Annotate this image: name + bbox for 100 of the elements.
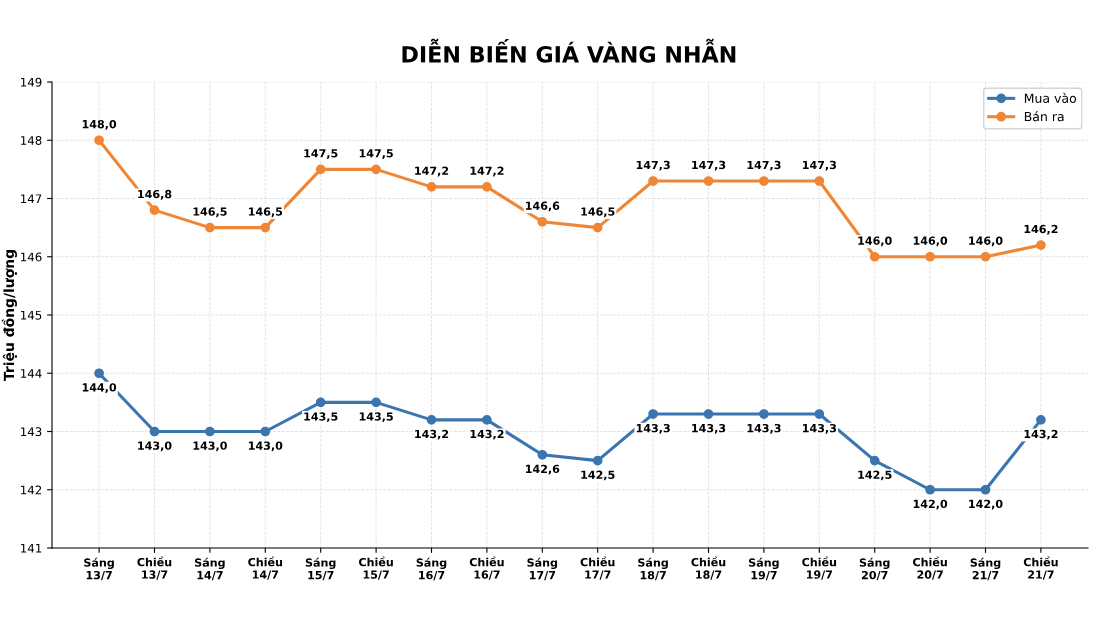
x-tick-label: Sáng 13/7 <box>84 557 114 581</box>
data-label: 143,5 <box>359 412 393 423</box>
point <box>648 409 658 419</box>
y-tick-label: 149 <box>21 77 42 87</box>
data-label: 146,5 <box>581 207 615 218</box>
data-label: 146,0 <box>858 236 892 247</box>
point <box>703 176 714 186</box>
point <box>814 409 825 419</box>
data-label: 146,0 <box>969 236 1003 247</box>
y-tick-label: 143 <box>21 427 42 437</box>
data-label: 143,3 <box>747 423 781 434</box>
y-tick-label: 142 <box>21 485 42 495</box>
x-tick-label: Chiều 17/7 <box>580 556 615 580</box>
x-tick-label: Chiều 21/7 <box>1023 556 1058 580</box>
legend-label: Mua vào <box>1024 92 1077 103</box>
point <box>426 181 437 192</box>
x-tick-label: Chiều 16/7 <box>469 556 504 580</box>
data-label: 142,0 <box>969 499 1003 510</box>
data-label: 147,3 <box>692 160 726 171</box>
point <box>759 409 769 419</box>
x-tick-label: Sáng 21/7 <box>970 557 1001 581</box>
point <box>980 484 991 495</box>
x-tick-label: Sáng 19/7 <box>749 557 779 581</box>
data-label: 143,0 <box>138 441 172 452</box>
point <box>94 135 104 146</box>
x-tick-label: Sáng 16/7 <box>416 557 447 581</box>
data-label: 147,5 <box>359 149 393 159</box>
x-tick-label: Sáng 20/7 <box>859 557 890 581</box>
data-label: 147,2 <box>470 166 504 177</box>
point <box>759 176 769 186</box>
point <box>1036 240 1046 250</box>
point <box>205 426 215 437</box>
chart-title: DIỄN BIẾN GIÁ VÀNG NHẪN <box>402 38 736 63</box>
data-label: 143,5 <box>304 412 338 423</box>
data-label: 143,2 <box>415 429 449 440</box>
y-tick-label: 146 <box>21 252 42 262</box>
x-tick-label: Chiều 14/7 <box>248 556 283 580</box>
x-tick-label: Chiều 19/7 <box>802 556 837 580</box>
point <box>205 222 215 233</box>
point <box>149 426 160 437</box>
y-tick-label: 148 <box>21 135 42 145</box>
point <box>869 455 880 466</box>
x-tick-label: Chiều 20/7 <box>913 556 947 580</box>
data-label: 143,0 <box>193 441 227 452</box>
data-label: 148,0 <box>82 119 117 130</box>
data-label: 142,0 <box>913 499 948 510</box>
y-tick-label: 144 <box>21 369 42 378</box>
point <box>482 181 492 192</box>
data-label: 143,3 <box>802 423 836 434</box>
data-label: 147,3 <box>636 160 670 171</box>
point <box>592 455 603 466</box>
data-label: 147,5 <box>304 149 338 159</box>
data-label: 143,2 <box>470 429 504 440</box>
data-label: 146,5 <box>193 207 227 218</box>
data-label: 146,0 <box>913 236 948 247</box>
data-label: 147,2 <box>415 166 449 177</box>
point <box>315 397 326 408</box>
y-tick-label: 147 <box>21 194 42 203</box>
data-label: 146,8 <box>138 189 172 200</box>
x-tick-label: Chiều 15/7 <box>358 556 393 580</box>
data-label: 146,5 <box>248 207 283 218</box>
point <box>814 176 825 186</box>
y-tick-label: 141 <box>21 543 42 553</box>
data-label: 143,2 <box>1024 429 1058 440</box>
data-label: 146,2 <box>1024 224 1058 235</box>
data-label: 147,3 <box>747 160 781 171</box>
point <box>260 222 271 233</box>
point <box>315 164 326 175</box>
point <box>371 397 381 408</box>
data-label: 147,3 <box>802 160 836 171</box>
x-tick-label: Sáng 17/7 <box>527 557 558 581</box>
y-tick-label: 145 <box>21 310 42 320</box>
point <box>260 426 271 437</box>
data-label: 143,0 <box>248 441 283 452</box>
point <box>648 176 658 186</box>
point <box>925 484 935 495</box>
point <box>869 251 880 262</box>
point <box>537 216 548 227</box>
point <box>925 251 935 262</box>
point <box>94 368 104 379</box>
legend-label: Bán ra <box>1024 111 1064 122</box>
data-label: 142,5 <box>858 470 892 481</box>
x-tick-label: Sáng 18/7 <box>638 557 668 581</box>
point <box>149 205 160 216</box>
point <box>371 164 381 175</box>
point <box>482 414 492 425</box>
x-tick-label: Chiều 18/7 <box>691 556 726 580</box>
data-label: 143,3 <box>636 423 670 434</box>
data-label: 144,0 <box>82 383 117 393</box>
data-label: 142,6 <box>525 464 560 475</box>
point <box>537 449 548 460</box>
x-tick-label: Sáng 14/7 <box>195 557 225 581</box>
point <box>592 222 603 233</box>
data-label: 142,5 <box>581 470 615 481</box>
y-axis-title: Triệu đồng/lượng <box>1 250 17 381</box>
x-tick-label: Chiều 13/7 <box>137 556 172 580</box>
point <box>980 251 991 262</box>
point <box>1036 414 1046 425</box>
point <box>703 409 714 419</box>
x-tick-label: Sáng 15/7 <box>305 557 336 581</box>
